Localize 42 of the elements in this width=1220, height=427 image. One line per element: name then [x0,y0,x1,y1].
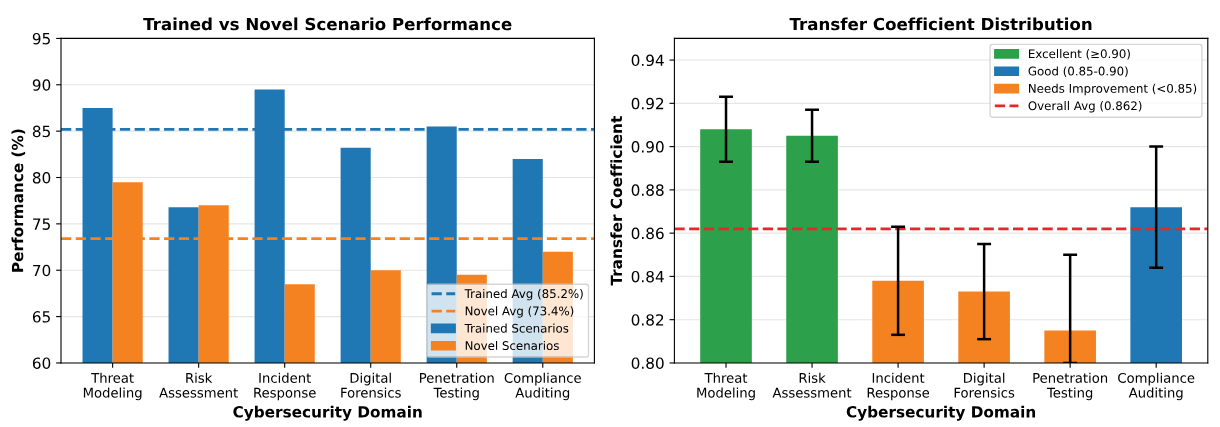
x-tick-label: Digital Forensics [341,372,401,398]
y-tick-label: 60 [32,357,51,369]
y-tick-label: 0.90 [631,141,664,153]
legend-label: Excellent (≥0.90) [1029,49,1130,60]
y-tick-label: 70 [33,264,51,277]
y-tick-label: 0.84 [631,270,664,283]
x-tick-label: Incident Response [867,372,930,401]
y-tick-label: 95 [32,32,50,45]
legend-label: Novel Scenarios [465,340,559,351]
x-tick-label: Threat Modeling [697,372,755,401]
y-tick-label: 80 [32,171,51,184]
legend-label: Trained Scenarios [464,323,569,333]
legend-label: Needs Improvement (<0.85) [1029,83,1197,96]
legend-label: Overall Avg (0.862) [1028,101,1142,113]
x-tick-label: Penetration Testing [420,372,494,401]
y-tick-label: 65 [32,311,50,323]
x-tick-label: Compliance Auditing [1118,372,1195,401]
y-tick-label: 0.94 [631,54,664,67]
x-tick-label: Threat Modeling [83,372,142,401]
x-tick-label: Risk Assessment [772,372,852,398]
y-tick-label: 0.82 [631,314,664,326]
y-tick-label: 0.86 [631,227,664,240]
legend-label: Trained Avg (85.2%) [464,288,583,301]
y-axis-title: Performance (%) [11,129,26,272]
y-tick-label: 0.80 [631,357,664,369]
x-tick-label: Digital Forensics [954,372,1015,398]
chart-title: Transfer Coefficient Distribution [789,17,1092,31]
chart-title: Trained vs Novel Scenario Performance [143,17,512,31]
y-axis-title: Transfer Coefficient [610,116,623,286]
x-tick-label: Compliance Auditing [504,372,581,401]
x-tick-label: Penetration Testing [1033,372,1108,401]
x-axis-title: Cybersecurity Domain [233,405,422,421]
y-tick-label: 90 [32,79,51,91]
y-tick-label: 0.88 [631,184,664,196]
x-axis-title: Cybersecurity Domain [846,405,1036,421]
x-tick-label: Incident Response [254,372,316,401]
y-tick-label: 0.92 [631,97,664,110]
legend-label: Novel Avg (73.4%) [465,306,574,318]
y-tick-label: 85 [32,125,50,138]
y-tick-label: 75 [33,218,50,230]
legend-label: Good (0.85-0.90) [1028,66,1128,77]
x-tick-label: Risk Assessment [159,372,238,398]
